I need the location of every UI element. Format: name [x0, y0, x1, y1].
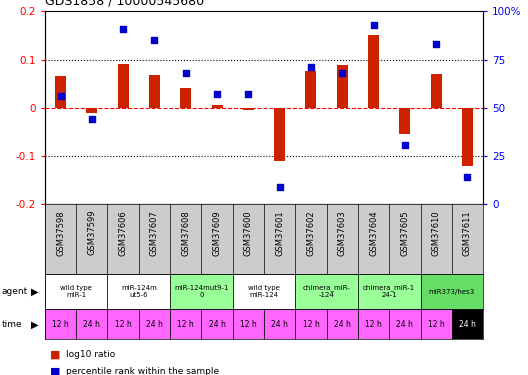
Bar	[45, 274, 108, 309]
Bar	[337, 65, 348, 108]
Point	[463, 174, 472, 180]
Bar	[420, 309, 452, 339]
Text: 24 h: 24 h	[146, 320, 163, 329]
Bar	[180, 87, 191, 108]
Point	[182, 70, 190, 76]
Text: miR373/hes3: miR373/hes3	[429, 289, 475, 295]
Text: miR-124m
ut5-6: miR-124m ut5-6	[121, 285, 157, 298]
Text: time: time	[2, 320, 22, 329]
Bar	[243, 108, 254, 110]
Text: 24 h: 24 h	[459, 320, 476, 329]
Text: chimera_miR-1
24-1: chimera_miR-1 24-1	[363, 285, 416, 298]
Bar	[233, 274, 295, 309]
Bar	[108, 274, 170, 309]
Bar	[233, 309, 264, 339]
Text: GDS1858 / 10000545680: GDS1858 / 10000545680	[45, 0, 204, 8]
Text: GSM37604: GSM37604	[369, 210, 378, 255]
Text: 12 h: 12 h	[428, 320, 445, 329]
Text: 12 h: 12 h	[52, 320, 69, 329]
Bar	[399, 108, 410, 134]
Text: GSM37601: GSM37601	[275, 210, 284, 255]
Text: 24 h: 24 h	[334, 320, 351, 329]
Text: 24 h: 24 h	[397, 320, 413, 329]
Text: GSM37606: GSM37606	[119, 210, 128, 256]
Text: GSM37598: GSM37598	[56, 210, 65, 255]
Bar	[306, 70, 316, 108]
Bar	[274, 108, 285, 161]
Bar	[295, 309, 327, 339]
Point	[370, 22, 378, 28]
Text: ■: ■	[50, 350, 61, 359]
Text: 24 h: 24 h	[209, 320, 225, 329]
Bar	[462, 108, 473, 166]
Text: GSM37603: GSM37603	[338, 210, 347, 256]
Text: GSM37610: GSM37610	[432, 210, 441, 255]
Point	[244, 91, 252, 97]
Text: ▶: ▶	[31, 320, 38, 329]
Text: GSM37602: GSM37602	[306, 210, 315, 255]
Point	[119, 26, 127, 32]
Bar	[139, 309, 170, 339]
Point	[401, 141, 409, 147]
Text: 12 h: 12 h	[177, 320, 194, 329]
Bar	[170, 274, 233, 309]
Text: GSM37599: GSM37599	[87, 210, 96, 255]
Text: GSM37600: GSM37600	[244, 210, 253, 255]
Text: 24 h: 24 h	[83, 320, 100, 329]
Text: 12 h: 12 h	[240, 320, 257, 329]
Bar	[87, 108, 97, 112]
Text: GSM37608: GSM37608	[181, 210, 190, 256]
Point	[276, 184, 284, 190]
Point	[88, 116, 96, 122]
Text: 12 h: 12 h	[115, 320, 131, 329]
Bar	[201, 309, 233, 339]
Text: GSM37605: GSM37605	[400, 210, 409, 255]
Bar	[295, 274, 358, 309]
Text: 12 h: 12 h	[365, 320, 382, 329]
Text: GSM37609: GSM37609	[213, 210, 222, 255]
Text: log10 ratio: log10 ratio	[66, 350, 115, 359]
Point	[150, 37, 158, 43]
Bar	[389, 309, 420, 339]
Point	[307, 64, 315, 70]
Text: wild type
miR-1: wild type miR-1	[60, 285, 92, 298]
Bar	[45, 309, 76, 339]
Point	[338, 70, 346, 76]
Text: wild type
miR-124: wild type miR-124	[248, 285, 280, 298]
Bar	[368, 35, 379, 108]
Text: percentile rank within the sample: percentile rank within the sample	[66, 367, 219, 375]
Bar	[212, 105, 222, 108]
Text: agent: agent	[2, 287, 28, 296]
Bar	[76, 309, 108, 339]
Bar	[327, 309, 358, 339]
Bar	[358, 274, 420, 309]
Text: chimera_miR-
-124: chimera_miR- -124	[303, 285, 351, 298]
Bar	[420, 274, 483, 309]
Bar	[264, 309, 295, 339]
Text: GSM37607: GSM37607	[150, 210, 159, 256]
Text: 12 h: 12 h	[303, 320, 319, 329]
Bar	[452, 309, 483, 339]
Point	[432, 41, 440, 47]
Bar	[170, 309, 201, 339]
Bar	[149, 75, 160, 108]
Text: 24 h: 24 h	[271, 320, 288, 329]
Point	[56, 93, 65, 99]
Text: ▶: ▶	[31, 286, 38, 297]
Text: GSM37611: GSM37611	[463, 210, 472, 255]
Bar	[358, 309, 389, 339]
Bar	[55, 76, 66, 108]
Bar	[431, 74, 441, 108]
Text: miR-124mut9-1
0: miR-124mut9-1 0	[174, 285, 229, 298]
Point	[213, 91, 221, 97]
Bar	[118, 64, 129, 108]
Text: ■: ■	[50, 366, 61, 375]
Bar	[108, 309, 139, 339]
